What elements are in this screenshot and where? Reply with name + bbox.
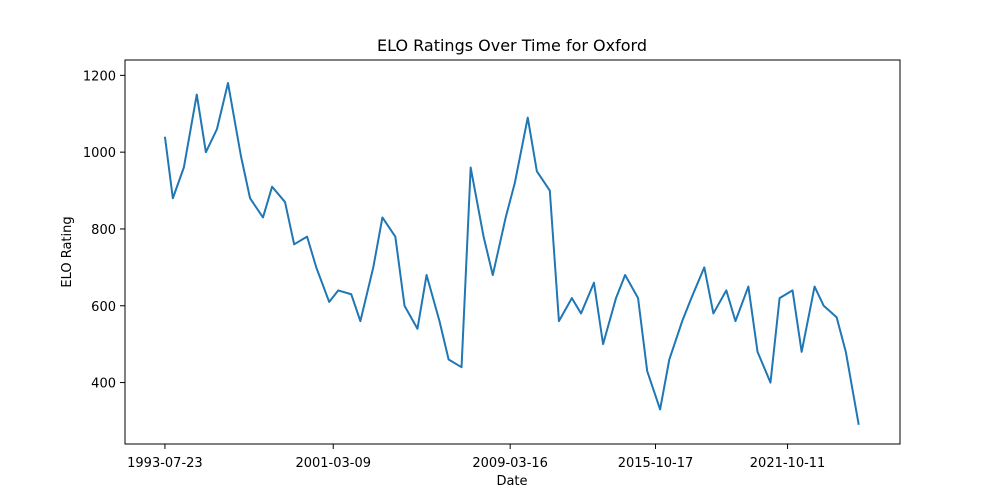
y-axis: 400 600 800 1000 1200 xyxy=(83,69,125,392)
y-axis-label: ELO Rating xyxy=(60,216,75,287)
y-tick-label: 600 xyxy=(91,300,116,315)
x-tick-label: 2015-10-17 xyxy=(618,456,694,471)
chart-title: ELO Ratings Over Time for Oxford xyxy=(377,36,647,55)
x-tick-label: 2009-03-16 xyxy=(472,456,548,471)
x-tick-label: 1993-07-23 xyxy=(127,456,203,471)
x-axis-label: Date xyxy=(496,474,527,489)
x-axis: 1993-07-23 2001-03-09 2009-03-16 2015-10-17… xyxy=(127,444,825,471)
y-tick-label: 400 xyxy=(91,377,116,392)
plot-area xyxy=(124,59,901,445)
x-tick-label: 2021-10-11 xyxy=(750,456,826,471)
y-tick-label: 1000 xyxy=(83,146,116,161)
y-tick-label: 800 xyxy=(91,223,116,238)
elo-series-line xyxy=(163,82,860,425)
y-tick-label: 1200 xyxy=(83,69,116,84)
series-layer xyxy=(163,82,860,425)
x-tick-label: 2001-03-09 xyxy=(295,456,371,471)
